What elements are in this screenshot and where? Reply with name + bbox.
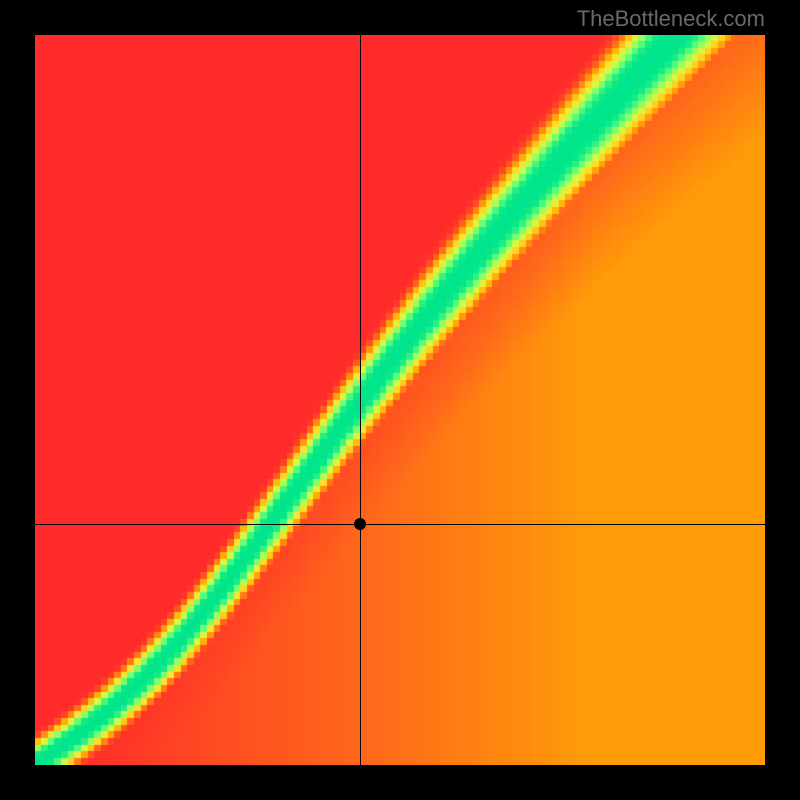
bottleneck-heatmap: [35, 35, 765, 765]
watermark-text: TheBottleneck.com: [577, 6, 765, 32]
crosshair-horizontal: [35, 524, 765, 525]
heatmap-canvas: [35, 35, 765, 765]
crosshair-vertical: [360, 35, 361, 765]
data-point-marker: [354, 518, 366, 530]
